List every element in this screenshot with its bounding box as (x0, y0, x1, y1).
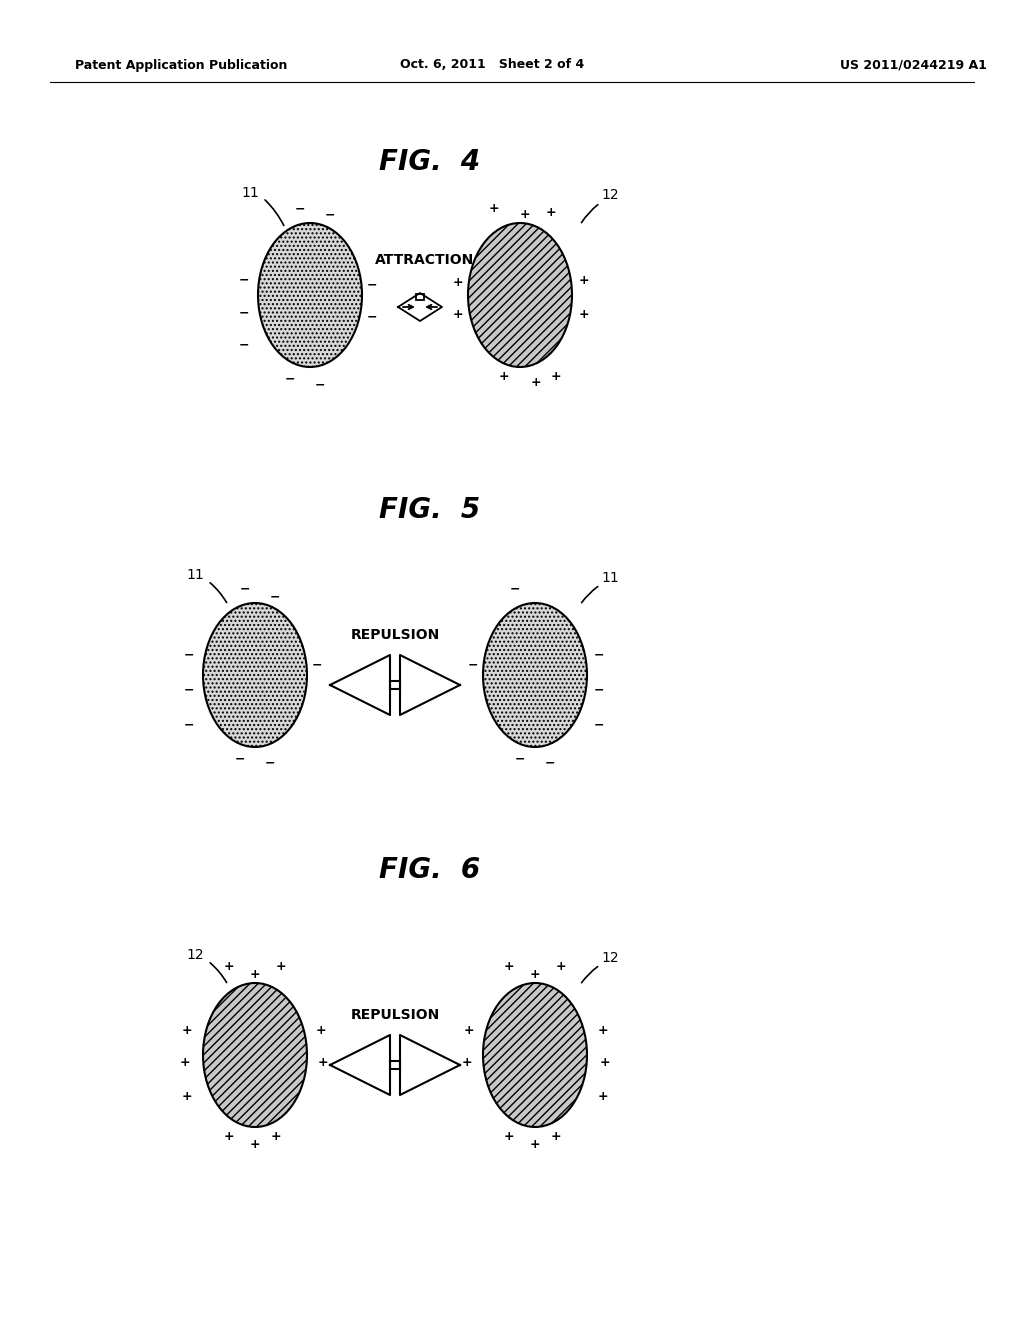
Ellipse shape (203, 603, 307, 747)
Text: +: + (551, 371, 562, 384)
Text: −: − (183, 648, 195, 661)
FancyArrowPatch shape (210, 583, 226, 603)
Text: FIG.  5: FIG. 5 (380, 496, 480, 524)
FancyArrowPatch shape (210, 962, 226, 982)
Text: +: + (579, 273, 590, 286)
Text: +: + (504, 1130, 514, 1143)
Ellipse shape (203, 983, 307, 1127)
Text: +: + (600, 1056, 610, 1069)
Text: ATTRACTION: ATTRACTION (376, 253, 475, 267)
Text: 12: 12 (601, 950, 618, 965)
Text: +: + (499, 371, 510, 384)
Text: +: + (250, 969, 260, 982)
Text: +: + (520, 209, 530, 222)
Text: +: + (181, 1090, 193, 1104)
Text: +: + (317, 1056, 329, 1069)
Text: +: + (223, 1130, 234, 1143)
Text: −: − (239, 338, 249, 351)
Text: +: + (579, 309, 590, 322)
Text: −: − (295, 202, 305, 215)
FancyArrowPatch shape (265, 199, 284, 226)
Text: +: + (315, 1023, 327, 1036)
FancyArrowPatch shape (582, 205, 598, 223)
Text: −: − (239, 273, 249, 286)
Text: +: + (551, 1130, 561, 1143)
Text: −: − (367, 279, 377, 292)
Text: −: − (311, 659, 323, 672)
Text: +: + (598, 1023, 608, 1036)
Text: −: − (265, 756, 275, 770)
Text: +: + (464, 1023, 474, 1036)
Text: −: − (314, 379, 326, 392)
Text: −: − (367, 310, 377, 323)
Text: +: + (504, 961, 514, 974)
Text: 11: 11 (186, 568, 204, 582)
FancyArrowPatch shape (582, 966, 598, 982)
Text: −: − (285, 372, 295, 385)
Bar (416, 294, 424, 300)
Text: −: − (468, 659, 478, 672)
Text: REPULSION: REPULSION (350, 628, 439, 642)
Text: US 2011/0244219 A1: US 2011/0244219 A1 (840, 58, 987, 71)
Ellipse shape (468, 223, 572, 367)
Text: +: + (179, 1056, 190, 1069)
Text: −: − (269, 590, 281, 603)
Text: 11: 11 (241, 186, 259, 201)
Text: −: − (510, 582, 520, 595)
Text: 11: 11 (601, 572, 618, 585)
Text: +: + (546, 206, 556, 219)
FancyArrowPatch shape (582, 586, 598, 603)
Text: +: + (462, 1056, 472, 1069)
Bar (390, 1061, 400, 1069)
Text: +: + (270, 1130, 282, 1143)
Text: +: + (488, 202, 500, 215)
Text: Oct. 6, 2011   Sheet 2 of 4: Oct. 6, 2011 Sheet 2 of 4 (400, 58, 585, 71)
Text: +: + (529, 969, 541, 982)
Text: −: − (594, 648, 604, 661)
Text: +: + (181, 1023, 193, 1036)
Text: +: + (556, 961, 566, 974)
Text: Patent Application Publication: Patent Application Publication (75, 58, 288, 71)
Text: REPULSION: REPULSION (350, 1008, 439, 1022)
Text: −: − (545, 756, 555, 770)
Text: FIG.  4: FIG. 4 (380, 148, 480, 176)
Text: +: + (598, 1090, 608, 1104)
Text: +: + (275, 961, 287, 974)
Text: −: − (594, 718, 604, 731)
Text: +: + (529, 1138, 541, 1151)
Text: −: − (515, 752, 525, 766)
Text: +: + (530, 376, 541, 389)
Text: +: + (223, 961, 234, 974)
Text: −: − (183, 718, 195, 731)
Text: −: − (234, 752, 246, 766)
Text: −: − (325, 209, 335, 222)
Text: FIG.  6: FIG. 6 (380, 855, 480, 884)
Text: −: − (240, 582, 250, 595)
Ellipse shape (483, 603, 587, 747)
Text: −: − (239, 306, 249, 319)
Text: −: − (183, 684, 195, 697)
Text: 12: 12 (601, 187, 618, 202)
Text: 12: 12 (186, 948, 204, 962)
Text: −: − (594, 684, 604, 697)
Text: +: + (453, 309, 463, 322)
Bar (390, 681, 400, 689)
Ellipse shape (258, 223, 362, 367)
Ellipse shape (483, 983, 587, 1127)
Text: +: + (453, 276, 463, 289)
Text: +: + (250, 1138, 260, 1151)
